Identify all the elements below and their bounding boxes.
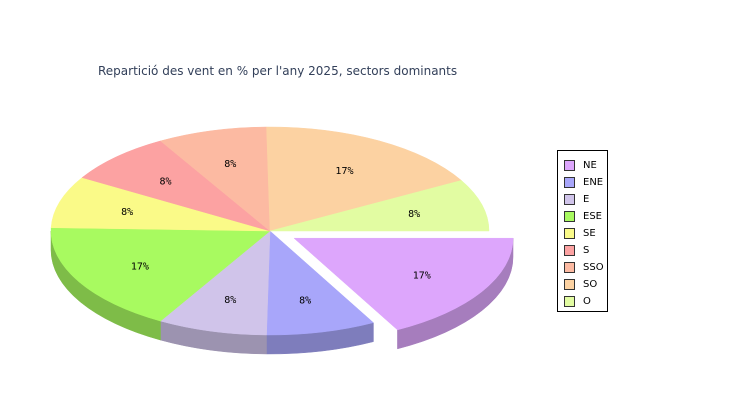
legend-swatch — [564, 177, 575, 188]
legend-swatch — [564, 245, 575, 256]
pie-slice-ese — [50, 227, 271, 322]
legend-label: SO — [583, 279, 598, 290]
legend-label: SE — [583, 228, 596, 239]
slice-label-se: 8% — [121, 207, 133, 218]
legend-label: S — [583, 245, 590, 256]
chart-title: Repartició des vent en % per l'any 2025,… — [98, 64, 458, 78]
slice-label-so: 17% — [335, 166, 353, 177]
legend-label: NE — [583, 160, 597, 171]
legend-swatch — [564, 228, 575, 239]
slice-label-ese: 17% — [131, 261, 149, 272]
legend-swatch — [564, 160, 575, 171]
slice-label-sso: 8% — [224, 159, 236, 170]
slice-label-ene: 8% — [299, 296, 311, 307]
legend-item-ne: NE — [564, 157, 607, 174]
pie-slices — [50, 126, 514, 336]
pie-slice-s — [81, 140, 271, 232]
pie-slice-ene — [266, 230, 374, 336]
pie-slice-e — [159, 230, 271, 336]
slice-label-ne: 17% — [413, 271, 431, 282]
legend-item-so: SO — [564, 276, 607, 293]
pie-slice-so — [266, 126, 462, 232]
legend-item-se: SE — [564, 225, 607, 242]
slice-label-s: 8% — [160, 177, 172, 188]
legend-label: ENE — [583, 177, 604, 188]
legend: NE ENE E ESE SE S SSO SO O — [557, 150, 608, 312]
legend-item-s: S — [564, 242, 607, 259]
legend-item-e: E — [564, 191, 607, 208]
pie-slice-sso — [159, 126, 271, 232]
pie-slice-o — [269, 180, 490, 232]
legend-swatch — [564, 279, 575, 290]
legend-item-o: O — [564, 293, 607, 310]
legend-label: O — [583, 296, 591, 307]
legend-swatch — [564, 211, 575, 222]
legend-label: ESE — [583, 211, 602, 222]
legend-label: E — [583, 194, 590, 205]
legend-item-ese: ESE — [564, 208, 607, 225]
slice-label-e: 8% — [224, 295, 236, 306]
legend-label: SSO — [583, 262, 604, 273]
legend-swatch — [564, 296, 575, 307]
pie-slice-ne — [293, 237, 514, 331]
legend-item-ene: ENE — [564, 174, 607, 191]
slice-label-o: 8% — [408, 209, 420, 220]
legend-item-sso: SSO — [564, 259, 607, 276]
legend-swatch — [564, 262, 575, 273]
legend-swatch — [564, 194, 575, 205]
pie-slice-se — [50, 177, 271, 232]
slice-labels: 17% 8% 8% 17% 8% 8% 8% 17% 8% — [121, 159, 431, 307]
